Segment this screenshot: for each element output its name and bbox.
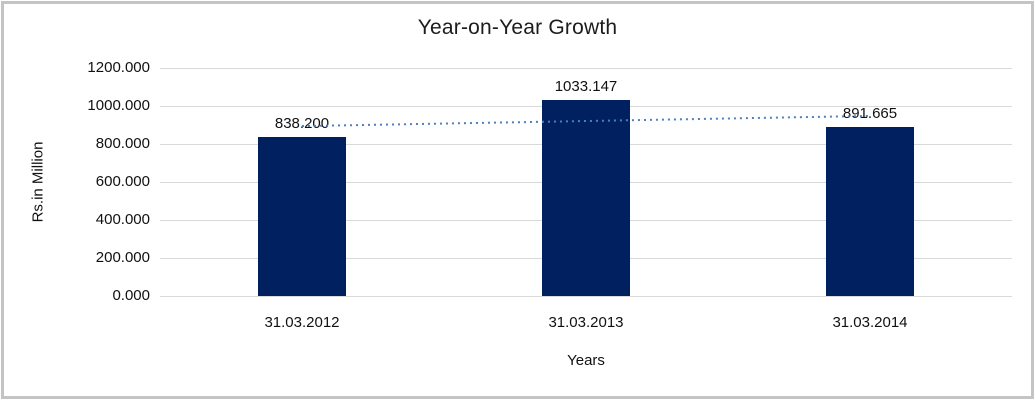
y-axis-tick-label: 800.000 — [95, 135, 150, 152]
x-axis-tick-label: 31.03.2012 — [264, 314, 340, 331]
bar-data-label: 1033.147 — [554, 77, 618, 95]
y-axis-tick-label: 1000.000 — [87, 97, 150, 114]
x-axis-title: Years — [567, 352, 605, 369]
y-axis-tick-label: 1200.000 — [87, 59, 150, 76]
bar-data-label: 838.200 — [274, 114, 330, 132]
y-gridline — [160, 295, 1012, 297]
bar — [826, 126, 914, 296]
bar — [258, 136, 346, 296]
y-axis-tick-label: 0.000 — [112, 287, 150, 304]
y-axis-tick-label: 200.000 — [95, 249, 150, 266]
trendline-dotted-segment — [301, 114, 871, 128]
y-gridline — [160, 67, 1012, 69]
bar-data-label: 891.665 — [842, 104, 898, 122]
y-axis-tick-label: 600.000 — [95, 173, 150, 190]
bar — [542, 99, 630, 296]
x-axis-tick-label: 31.03.2014 — [832, 314, 908, 331]
chart-title: Year-on-Year Growth — [417, 16, 618, 39]
x-axis-tick-label: 31.03.2013 — [548, 314, 624, 331]
y-axis-tick-label: 400.000 — [95, 211, 150, 228]
